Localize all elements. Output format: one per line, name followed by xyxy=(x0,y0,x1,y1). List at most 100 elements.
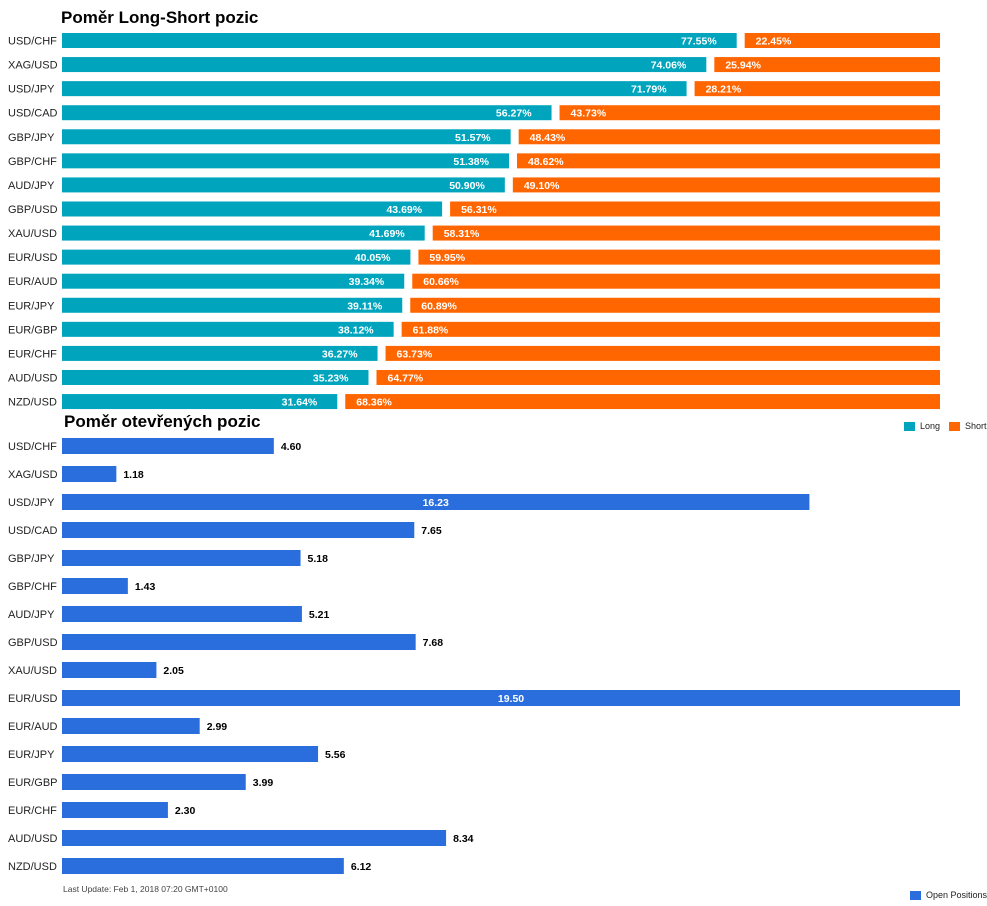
long-value-label-aud-jpy: 50.90% xyxy=(449,180,485,192)
long-value-label-eur-chf: 36.27% xyxy=(322,348,358,360)
short-bar-eur-jpy xyxy=(410,297,941,313)
long-bar-usd-cad xyxy=(62,105,552,121)
long-value-label-gbp-usd: 43.69% xyxy=(386,204,422,216)
short-value-label-usd-chf: 22.45% xyxy=(756,36,792,48)
open-positions-bar-eur-gbp xyxy=(62,774,246,790)
open-positions-legend: Open Positions xyxy=(910,890,987,900)
short-swatch xyxy=(949,421,961,431)
short-value-label-usd-jpy: 28.21% xyxy=(706,84,742,96)
category-label-eur-gbp-open: EUR/GBP xyxy=(8,777,58,789)
short-value-label-eur-jpy: 60.89% xyxy=(421,300,457,312)
short-bar-nzd-usd xyxy=(345,394,940,410)
short-bar-gbp-jpy xyxy=(518,129,940,145)
category-label-usd-cad-open: USD/CAD xyxy=(8,525,58,537)
category-label-aud-jpy: AUD/JPY xyxy=(8,180,55,192)
short-bar-aud-jpy xyxy=(512,177,940,193)
long-bar-nzd-usd xyxy=(62,394,338,410)
long-bar-aud-jpy xyxy=(62,177,505,193)
short-value-label-xau-usd: 58.31% xyxy=(444,228,480,240)
open-positions-bar-usd-jpy xyxy=(62,494,810,510)
category-label-eur-aud-open: EUR/AUD xyxy=(8,721,58,733)
category-label-eur-chf-open: EUR/CHF xyxy=(8,805,57,817)
category-label-xau-usd-open: XAU/USD xyxy=(8,665,57,677)
long-value-label-xau-usd: 41.69% xyxy=(369,228,405,240)
open-positions-value-label-gbp-chf: 1.43 xyxy=(135,581,156,593)
long-bar-usd-jpy xyxy=(62,81,687,97)
long-bar-usd-chf xyxy=(62,33,737,48)
open-positions-bar-eur-jpy xyxy=(62,746,319,762)
long-bar-xag-usd xyxy=(62,57,707,73)
long-bar-gbp-usd xyxy=(62,201,443,217)
category-label-aud-jpy-open: AUD/JPY xyxy=(8,609,55,621)
long-value-label-xag-usd: 74.06% xyxy=(651,60,687,72)
category-label-aud-usd: AUD/USD xyxy=(8,372,58,384)
short-value-label-eur-chf: 63.73% xyxy=(397,348,433,360)
open-positions-value-label-xau-usd: 2.05 xyxy=(163,665,184,677)
open-positions-value-label-eur-gbp: 3.99 xyxy=(253,777,274,789)
legend-item-long: Long xyxy=(904,421,940,431)
open-positions-bar-nzd-usd xyxy=(62,858,344,874)
open-positions-bar-eur-aud xyxy=(62,718,200,734)
long-bar-xau-usd xyxy=(62,225,425,241)
open-positions-bar-aud-jpy xyxy=(62,606,302,622)
short-bar-eur-aud xyxy=(412,273,940,289)
open-positions-chart: USD/CHF 4.60 XAG/USD 1.18 USD/JPY 16.23 USD/CA… xyxy=(8,438,960,874)
short-value-label-gbp-chf: 48.62% xyxy=(528,156,564,168)
short-value-label-eur-aud: 60.66% xyxy=(423,276,459,288)
long-value-label-eur-usd: 40.05% xyxy=(355,252,391,264)
open-positions-value-label-aud-jpy: 5.21 xyxy=(309,609,330,621)
category-label-usd-chf: USD/CHF xyxy=(8,36,57,48)
short-bar-aud-usd xyxy=(376,369,941,385)
short-bar-xau-usd xyxy=(432,225,940,241)
long-value-label-aud-usd: 35.23% xyxy=(313,372,349,384)
open-positions-value-label-aud-usd: 8.34 xyxy=(453,833,474,845)
category-label-gbp-usd-open: GBP/USD xyxy=(8,637,58,649)
open-positions-value-label-usd-jpy: 16.23 xyxy=(423,497,449,509)
open-positions-chart-title: Poměr otevřených pozic xyxy=(64,412,261,431)
category-label-eur-jpy: EUR/JPY xyxy=(8,300,55,312)
long-bar-gbp-jpy xyxy=(62,129,511,145)
open-positions-bar-xau-usd xyxy=(62,662,157,678)
short-bar-eur-gbp xyxy=(401,321,940,337)
category-label-gbp-chf: GBP/CHF xyxy=(8,156,57,168)
open-positions-bar-usd-cad xyxy=(62,522,415,538)
category-label-usd-jpy-open: USD/JPY xyxy=(8,497,55,509)
category-label-gbp-jpy: GBP/JPY xyxy=(8,132,55,144)
long-value-label-usd-jpy: 71.79% xyxy=(631,84,667,96)
short-value-label-usd-cad: 43.73% xyxy=(571,108,607,120)
category-label-xau-usd: XAU/USD xyxy=(8,228,57,240)
open-positions-bar-eur-chf xyxy=(62,802,168,818)
category-label-eur-chf: EUR/CHF xyxy=(8,348,57,360)
short-bar-usd-cad xyxy=(559,105,940,121)
open-positions-value-label-eur-chf: 2.30 xyxy=(175,805,196,817)
long-value-label-usd-cad: 56.27% xyxy=(496,108,532,120)
short-value-label-gbp-jpy: 48.43% xyxy=(530,132,566,144)
category-label-aud-usd-open: AUD/USD xyxy=(8,833,58,845)
long-short-chart-title: Poměr Long-Short pozic xyxy=(61,8,259,27)
category-label-eur-usd: EUR/USD xyxy=(8,252,58,264)
last-update-text: Last Update: Feb 1, 2018 07:20 GMT+0100 xyxy=(63,884,228,894)
open-positions-bar-aud-usd xyxy=(62,830,447,846)
open-positions-value-label-usd-cad: 7.65 xyxy=(421,525,442,537)
open-positions-bar-gbp-usd xyxy=(62,634,416,650)
category-label-nzd-usd-open: NZD/USD xyxy=(8,861,57,873)
long-bar-aud-usd xyxy=(62,369,369,385)
category-label-gbp-jpy-open: GBP/JPY xyxy=(8,553,55,565)
category-label-eur-usd-open: EUR/USD xyxy=(8,693,58,705)
short-value-label-aud-jpy: 49.10% xyxy=(524,180,560,192)
category-label-nzd-usd: NZD/USD xyxy=(8,397,57,409)
long-value-label-eur-jpy: 39.11% xyxy=(347,300,383,312)
open-positions-value-label-gbp-usd: 7.68 xyxy=(423,637,444,649)
short-bar-usd-chf xyxy=(744,33,940,48)
long-bar-eur-gbp xyxy=(62,321,394,337)
category-label-eur-aud: EUR/AUD xyxy=(8,276,58,288)
category-label-gbp-chf-open: GBP/CHF xyxy=(8,581,57,593)
short-value-label-eur-gbp: 61.88% xyxy=(413,324,449,336)
long-swatch xyxy=(904,421,915,431)
short-bar-eur-usd xyxy=(418,249,940,265)
short-bar-gbp-usd xyxy=(450,201,940,217)
open-positions-bar-eur-usd xyxy=(62,690,960,706)
legend-item-short: Short xyxy=(949,421,987,431)
short-value-label-aud-usd: 64.77% xyxy=(388,372,424,384)
short-value-label-gbp-usd: 56.31% xyxy=(461,204,497,216)
